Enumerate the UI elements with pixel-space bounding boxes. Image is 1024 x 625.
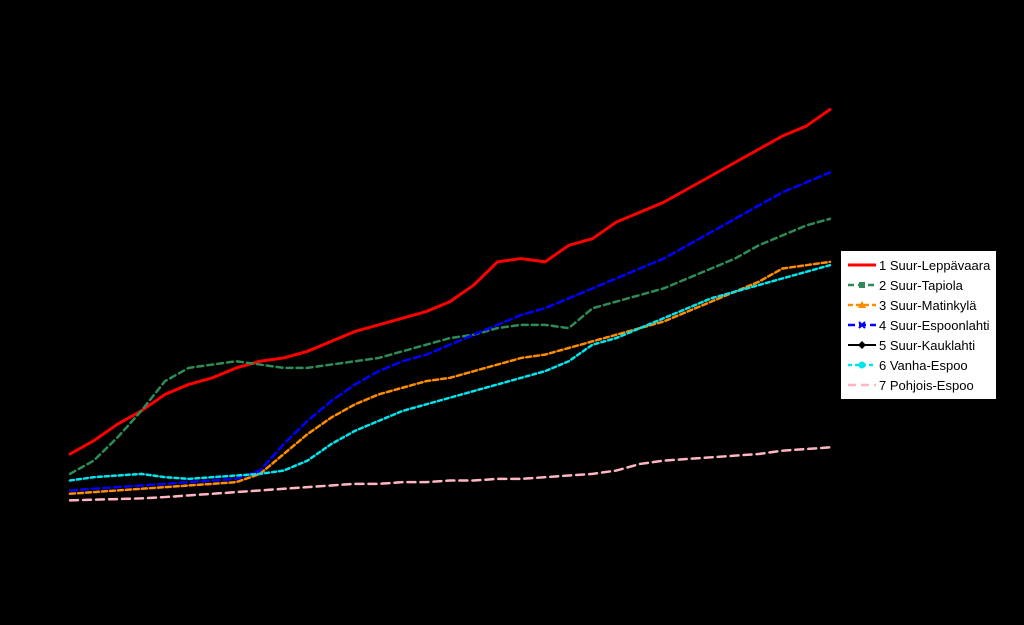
legend-swatch — [847, 278, 877, 292]
legend-row: 6 Vanha-Espoo — [847, 355, 990, 375]
legend-label: 4 Suur-Espoonlahti — [879, 318, 990, 333]
legend-row: 5 Suur-Kauklahti — [847, 335, 990, 355]
legend-swatch — [847, 338, 877, 352]
legend-label: 2 Suur-Tapiola — [879, 278, 963, 293]
legend-label: 1 Suur-Leppävaara — [879, 258, 990, 273]
legend-swatch — [847, 378, 877, 392]
legend-swatch — [847, 258, 877, 272]
legend-label: 6 Vanha-Espoo — [879, 358, 968, 373]
legend-row: 1 Suur-Leppävaara — [847, 255, 990, 275]
legend-row: 2 Suur-Tapiola — [847, 275, 990, 295]
legend-row: 3 Suur-Matinkylä — [847, 295, 990, 315]
legend-row: 7 Pohjois-Espoo — [847, 375, 990, 395]
legend-row: 4 Suur-Espoonlahti — [847, 315, 990, 335]
legend-label: 7 Pohjois-Espoo — [879, 378, 974, 393]
legend-label: 3 Suur-Matinkylä — [879, 298, 977, 313]
line-chart: 1 Suur-Leppävaara 2 Suur-Tapiola 3 Suur-Ma… — [0, 0, 1024, 625]
legend-swatch — [847, 318, 877, 332]
legend-swatch — [847, 358, 877, 372]
legend-label: 5 Suur-Kauklahti — [879, 338, 975, 353]
legend-swatch — [847, 298, 877, 312]
chart-legend: 1 Suur-Leppävaara 2 Suur-Tapiola 3 Suur-Ma… — [840, 250, 997, 400]
